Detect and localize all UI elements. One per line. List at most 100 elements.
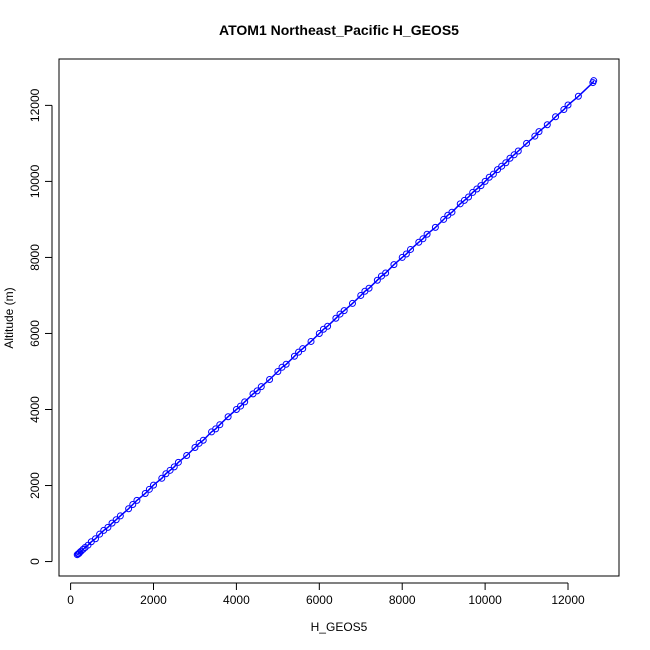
- x-tick-label: 8000: [389, 593, 416, 607]
- data-point: [506, 154, 514, 162]
- data-point: [216, 421, 224, 429]
- data-point: [502, 159, 510, 167]
- data-point: [440, 215, 448, 223]
- data-point: [574, 92, 582, 100]
- data-point: [299, 345, 307, 353]
- data-point: [158, 474, 166, 482]
- data-point: [398, 253, 406, 261]
- data-point: [382, 269, 390, 277]
- y-tick-label: 4000: [28, 396, 42, 423]
- data-point: [390, 261, 398, 269]
- data-point: [543, 121, 551, 129]
- y-tick-label: 10000: [28, 164, 42, 198]
- data-point: [477, 182, 485, 190]
- data-point: [170, 463, 178, 471]
- y-tick-label: 12000: [28, 88, 42, 122]
- data-point: [290, 352, 298, 360]
- data-point: [282, 360, 290, 368]
- data-point: [469, 188, 477, 196]
- data-point: [295, 348, 303, 356]
- data-point: [75, 550, 83, 558]
- data-point: [191, 444, 199, 452]
- data-point: [402, 250, 410, 258]
- data-point: [465, 193, 473, 201]
- data-series: [73, 77, 598, 559]
- data-point: [324, 322, 332, 330]
- data-point: [514, 147, 522, 155]
- data-point: [365, 284, 373, 292]
- data-point: [552, 113, 560, 121]
- data-point: [564, 101, 572, 109]
- data-point: [419, 235, 427, 243]
- data-point: [241, 398, 249, 406]
- data-point: [274, 367, 282, 375]
- data-point: [108, 519, 116, 527]
- data-point: [212, 425, 220, 433]
- y-axis-label: Altitude (m): [2, 287, 16, 348]
- data-point: [456, 200, 464, 208]
- data-point: [431, 223, 439, 231]
- data-point: [357, 291, 365, 299]
- data-point: [590, 77, 598, 85]
- data-point: [224, 413, 232, 421]
- x-axis: 0 2000 4000 6000 8000 10000 12000: [67, 582, 585, 607]
- data-point: [79, 545, 87, 553]
- y-axis: 0 2000 4000 6000 8000 10000 12000: [28, 88, 53, 565]
- data-point: [415, 238, 423, 246]
- x-tick-label: 0: [67, 593, 74, 607]
- data-point: [232, 405, 240, 413]
- data-point: [183, 451, 191, 459]
- data-point: [237, 402, 245, 410]
- data-point: [162, 470, 170, 478]
- data-point: [129, 501, 137, 509]
- data-point: [448, 208, 456, 216]
- y-tick-label: 6000: [28, 320, 42, 347]
- plot-area-border: [58, 58, 620, 577]
- data-point: [96, 530, 104, 538]
- y-tick-label: 2000: [28, 472, 42, 499]
- data-point: [307, 337, 315, 345]
- data-point: [481, 177, 489, 185]
- data-point: [174, 458, 182, 466]
- data-point: [116, 512, 124, 520]
- x-axis-label: H_GEOS5: [311, 620, 368, 634]
- data-point: [340, 307, 348, 315]
- data-point: [535, 128, 543, 136]
- x-tick-label: 10000: [468, 593, 502, 607]
- data-point: [141, 490, 149, 498]
- chart-title: ATOM1 Northeast_Pacific H_GEOS5: [219, 22, 459, 38]
- data-point: [489, 170, 497, 178]
- data-point: [125, 505, 133, 513]
- data-point: [473, 185, 481, 193]
- data-point: [407, 245, 415, 253]
- data-point: [166, 466, 174, 474]
- y-tick-label: 0: [28, 558, 42, 565]
- data-point: [315, 329, 323, 337]
- data-point: [523, 139, 531, 147]
- x-tick-label: 2000: [140, 593, 167, 607]
- data-point: [348, 299, 356, 307]
- x-tick-label: 4000: [223, 593, 250, 607]
- data-point: [336, 310, 344, 318]
- y-tick-label: 8000: [28, 244, 42, 271]
- data-point: [494, 166, 502, 174]
- data-point: [510, 151, 518, 159]
- data-point: [112, 516, 120, 524]
- data-point: [145, 485, 153, 493]
- data-point: [104, 523, 112, 531]
- data-point: [253, 387, 261, 395]
- series-line: [76, 80, 595, 556]
- x-tick-label: 12000: [551, 593, 585, 607]
- data-point: [199, 436, 207, 444]
- data-point: [423, 230, 431, 238]
- data-point: [91, 535, 99, 543]
- data-point: [150, 481, 158, 489]
- data-point: [498, 162, 506, 170]
- data-point: [133, 496, 141, 504]
- data-point: [332, 314, 340, 322]
- data-point: [257, 383, 265, 391]
- data-point: [531, 132, 539, 140]
- data-point: [266, 375, 274, 383]
- data-point: [560, 106, 568, 114]
